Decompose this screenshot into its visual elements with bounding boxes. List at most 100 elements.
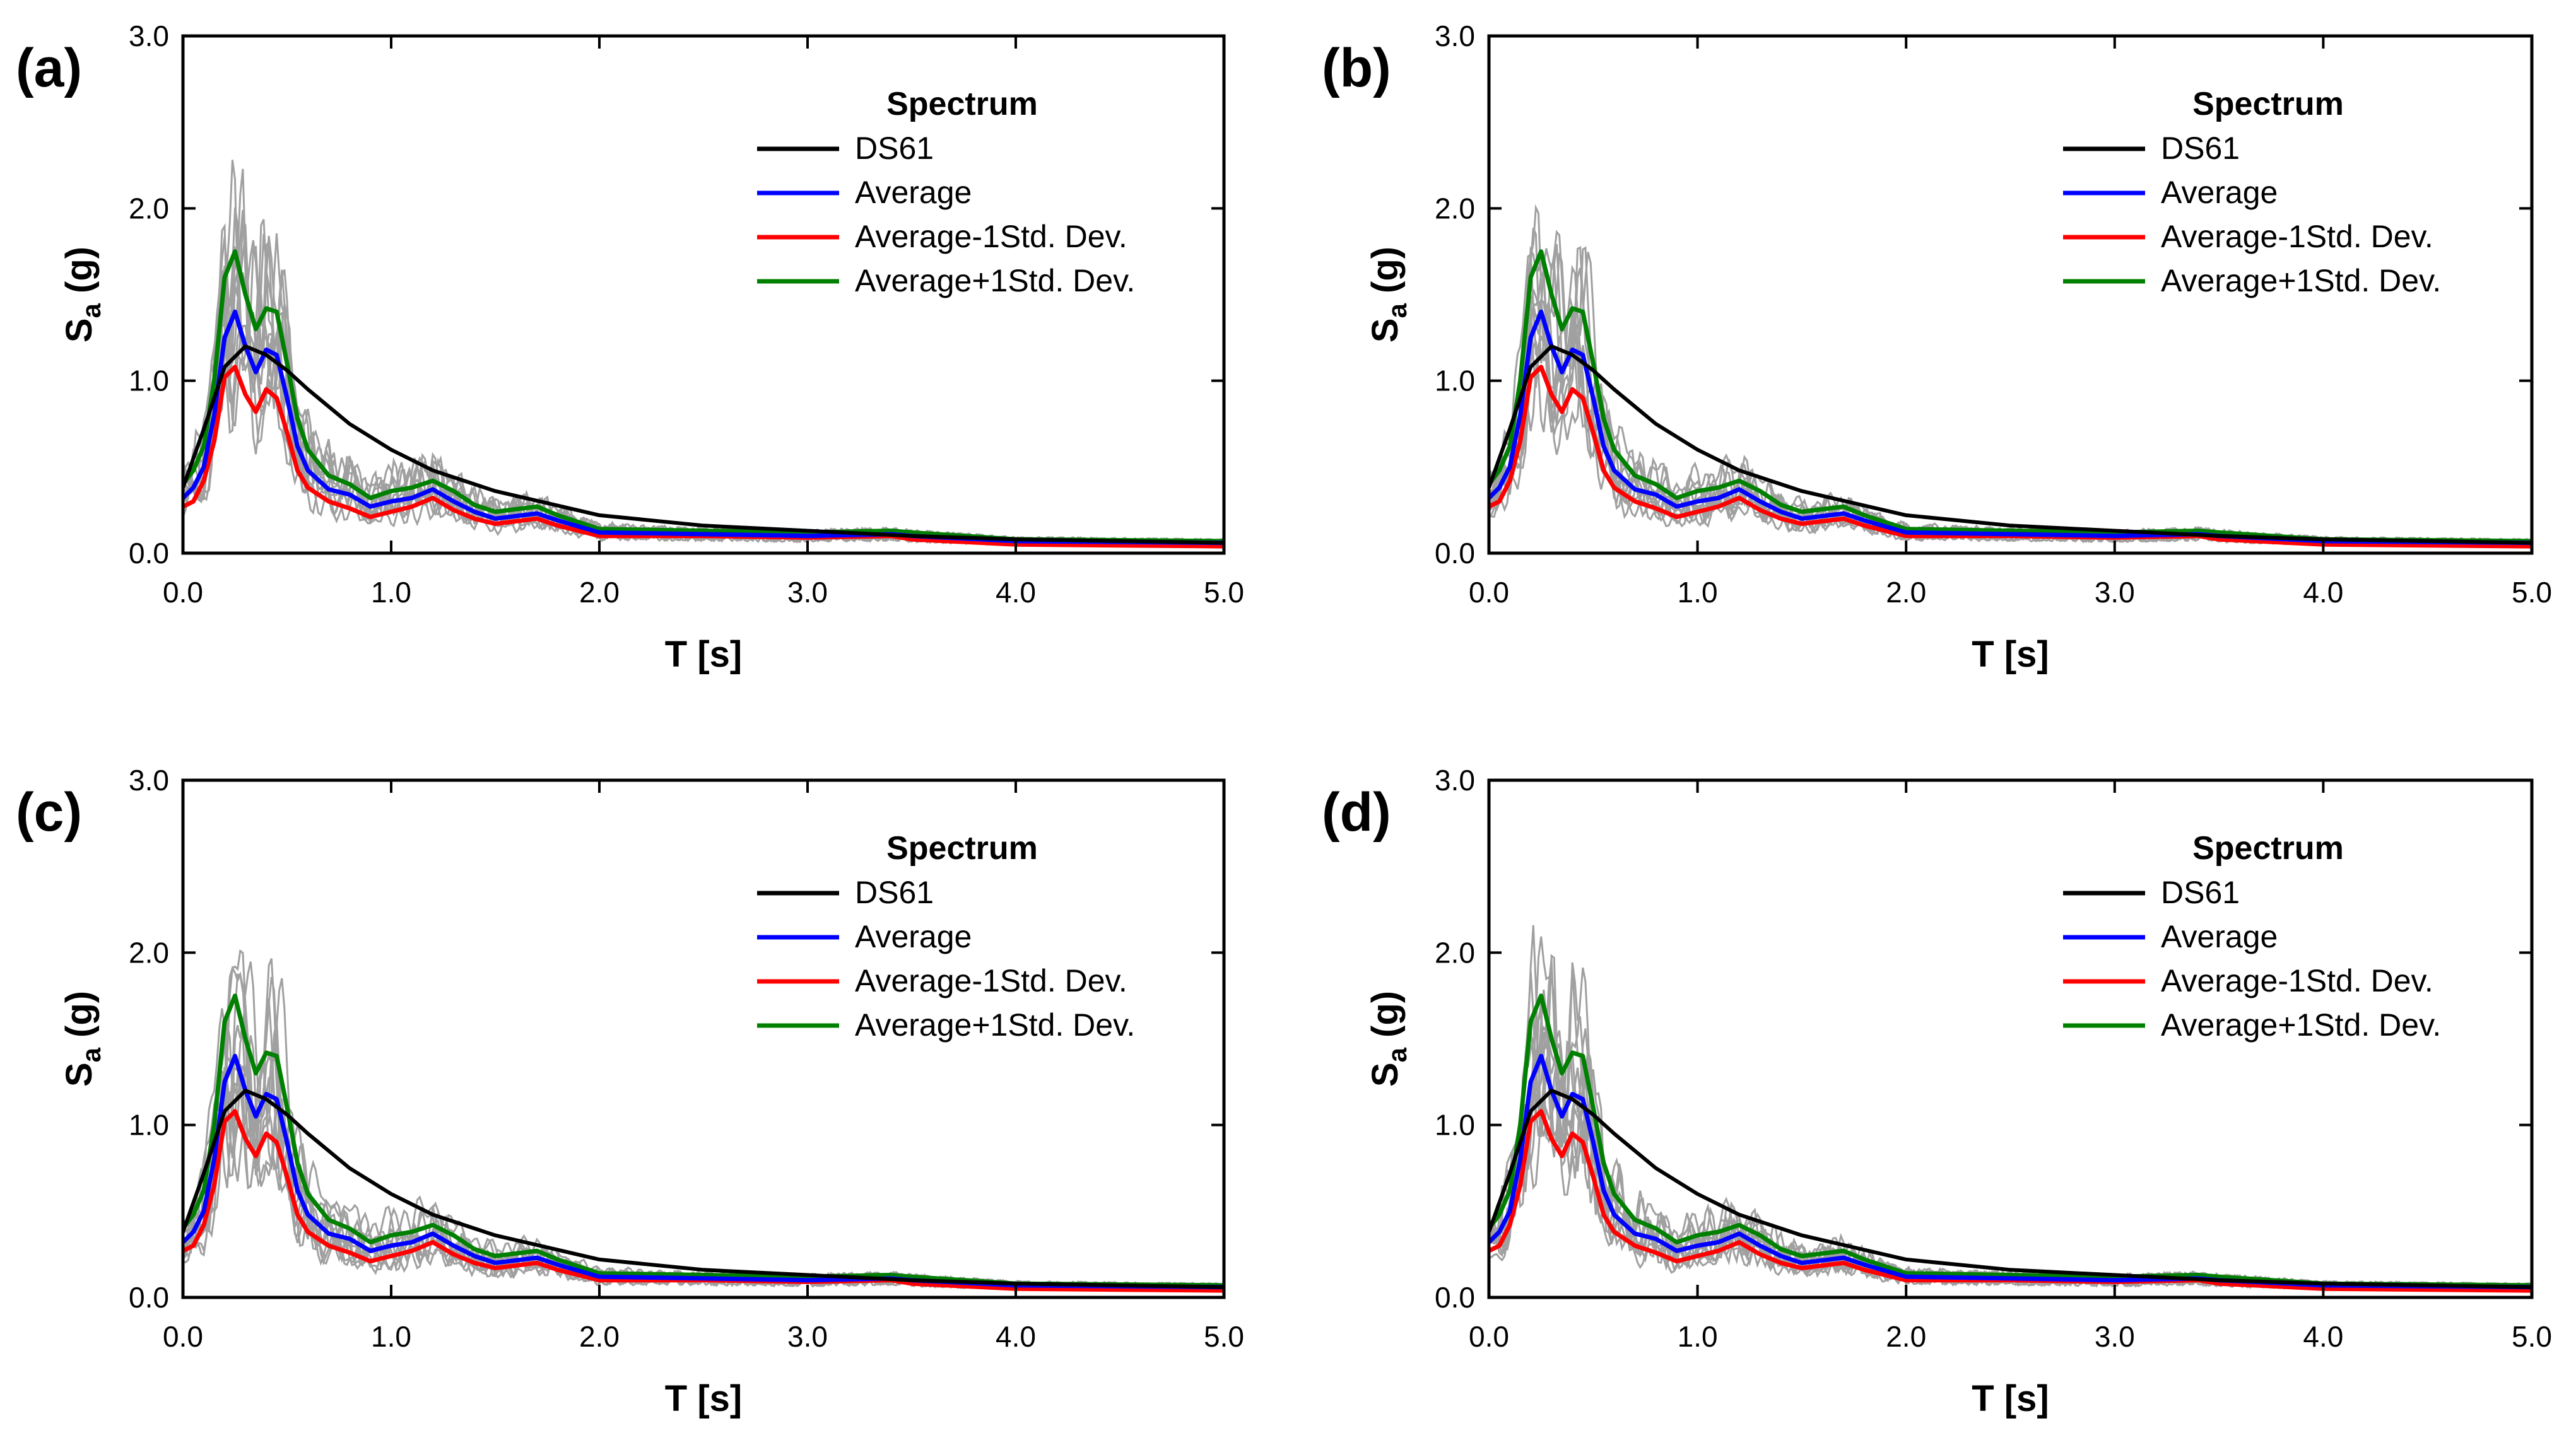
plot-area [1489, 925, 2532, 1293]
x-tick-label: 5.0 [1204, 1320, 1244, 1353]
legend-label: DS61 [2161, 131, 2240, 166]
legend-label: DS61 [2161, 875, 2240, 910]
series-line-average-1std-dev- [1489, 249, 2532, 544]
y-axis-title: Sa (g) [59, 247, 106, 342]
x-tick-label: 5.0 [2512, 576, 2552, 609]
y-axis-title-unit: (g) [1365, 247, 1406, 303]
series-line-average [1489, 309, 2532, 546]
y-axis-title-main: S [1365, 318, 1406, 342]
legend-label: Average+1Std. Dev. [2161, 263, 2441, 298]
x-tick-label: 1.0 [371, 576, 411, 609]
record-trace [183, 307, 1224, 547]
x-tick-label: 4.0 [996, 576, 1036, 609]
panel-label: (a) [16, 38, 82, 98]
y-axis-title-sub: a [1382, 1047, 1412, 1062]
legend-label: Average+1Std. Dev. [855, 1007, 1135, 1043]
y-tick-label: 3.0 [129, 764, 169, 797]
x-tick-label: 0.0 [1469, 576, 1509, 609]
y-tick-label: 2.0 [129, 192, 169, 225]
x-tick-label: 2.0 [579, 576, 620, 609]
series-line-average-1std-dev- [1489, 365, 2532, 549]
legend: Spectrum DS61 Average Average-1Std. Dev. Ave… [2063, 830, 2441, 1043]
series-line-average-1std-dev- [183, 365, 1224, 549]
legend: Spectrum DS61 Average Average-1Std. Dev. Ave… [2063, 86, 2441, 298]
plot-frame [181, 34, 1226, 555]
y-tick-label: 3.0 [1435, 764, 1475, 797]
x-tick-label: 1.0 [1678, 1320, 1718, 1353]
y-axis-title-unit: (g) [1365, 991, 1406, 1048]
series-line-average [183, 1053, 1224, 1290]
legend-title: Spectrum [886, 830, 1038, 867]
chart-panel-4: (d) 0.0 1.0 2.0 3.0 4.0 5.0 0.0 1.0 2.0 3.0 T [s] Sa… [1322, 764, 2552, 1419]
legend-label: DS61 [855, 875, 934, 910]
y-tick-label: 3.0 [1435, 20, 1475, 52]
x-axis-title: T [s] [665, 634, 742, 675]
plot-frame [1487, 778, 2534, 1299]
x-axis-title: T [s] [1972, 1378, 2049, 1419]
record-trace [1489, 341, 2532, 548]
legend-title: Spectrum [2192, 830, 2344, 867]
x-tick-label: 0.0 [1469, 1320, 1509, 1353]
legend-label: Average-1Std. Dev. [2161, 219, 2433, 254]
series-line-ds61 [183, 344, 1224, 545]
y-axis-title-main: S [1365, 1062, 1406, 1087]
x-tick-label: 3.0 [2095, 576, 2135, 609]
legend-label: Average+1Std. Dev. [855, 263, 1135, 298]
plot-area [183, 160, 1224, 549]
y-tick-label: 2.0 [1435, 936, 1475, 969]
y-axis-title-unit: (g) [59, 991, 100, 1048]
chart-panel-3: (c) 0.0 1.0 2.0 3.0 4.0 5.0 0.0 1.0 2.0 3.0 T [s] Sa… [16, 764, 1244, 1419]
legend-title: Spectrum [2192, 86, 2344, 122]
series-line-average-1std-dev- [183, 993, 1224, 1288]
x-tick-label: 1.0 [371, 1320, 411, 1353]
series-line-ds61 [1489, 1089, 2532, 1289]
x-tick-label: 0.0 [163, 1320, 203, 1353]
x-tick-label: 2.0 [1886, 576, 1926, 609]
legend-label: Average-1Std. Dev. [2161, 963, 2433, 998]
legend-label: Average-1Std. Dev. [855, 219, 1127, 254]
series-line-ds61 [1489, 344, 2532, 545]
y-tick-label: 0.0 [1435, 537, 1475, 570]
panel-label: (d) [1322, 782, 1391, 843]
record-trace [183, 1053, 1224, 1292]
legend: Spectrum DS61 Average Average-1Std. Dev. Ave… [757, 830, 1135, 1043]
x-tick-label: 4.0 [2303, 1320, 2343, 1353]
legend-label: Average-1Std. Dev. [855, 963, 1127, 998]
y-tick-label: 1.0 [1435, 365, 1475, 397]
y-tick-label: 0.0 [1435, 1281, 1475, 1314]
x-tick-label: 5.0 [2512, 1320, 2552, 1353]
chart-panel-2: (b) 0.0 1.0 2.0 3.0 4.0 5.0 0.0 1.0 2.0 3.0 T [s] Sa… [1322, 20, 2552, 675]
y-tick-label: 2.0 [1435, 192, 1475, 225]
legend-label: Average [2161, 919, 2278, 954]
y-axis-title-main: S [59, 318, 100, 342]
legend-title: Spectrum [886, 86, 1038, 122]
series-line-average-1std-dev- [183, 249, 1224, 544]
x-tick-label: 4.0 [2303, 576, 2343, 609]
chart-panel-1: (a) 0.0 1.0 2.0 3.0 4.0 5.0 0.0 1.0 2.0 3.0 T [s] Sa… [16, 20, 1244, 675]
legend-label: Average [855, 919, 972, 954]
y-axis-title-sub: a [76, 1047, 106, 1062]
y-axis-title-main: S [59, 1062, 100, 1087]
plot-area [1489, 204, 2532, 549]
y-axis-title: Sa (g) [59, 991, 106, 1087]
x-tick-label: 2.0 [1886, 1320, 1926, 1353]
panel-label: (c) [16, 782, 82, 843]
plot-area [183, 949, 1224, 1293]
x-tick-label: 2.0 [579, 1320, 620, 1353]
y-tick-label: 2.0 [129, 936, 169, 969]
x-tick-label: 1.0 [1678, 576, 1718, 609]
series-line-average-1std-dev- [183, 1109, 1224, 1293]
x-tick-label: 3.0 [2095, 1320, 2135, 1353]
legend-label: Average [855, 175, 972, 210]
series-line-average-1std-dev- [1489, 1109, 2532, 1293]
y-axis-title: Sa (g) [1365, 991, 1412, 1087]
y-axis-title-sub: a [1382, 303, 1412, 318]
series-line-average-1std-dev- [1489, 993, 2532, 1288]
y-axis-title-sub: a [76, 303, 106, 318]
y-tick-label: 0.0 [129, 537, 169, 570]
x-tick-label: 4.0 [996, 1320, 1036, 1353]
x-tick-label: 0.0 [163, 576, 203, 609]
record-trace [183, 337, 1224, 547]
plot-frame [181, 778, 1226, 1299]
